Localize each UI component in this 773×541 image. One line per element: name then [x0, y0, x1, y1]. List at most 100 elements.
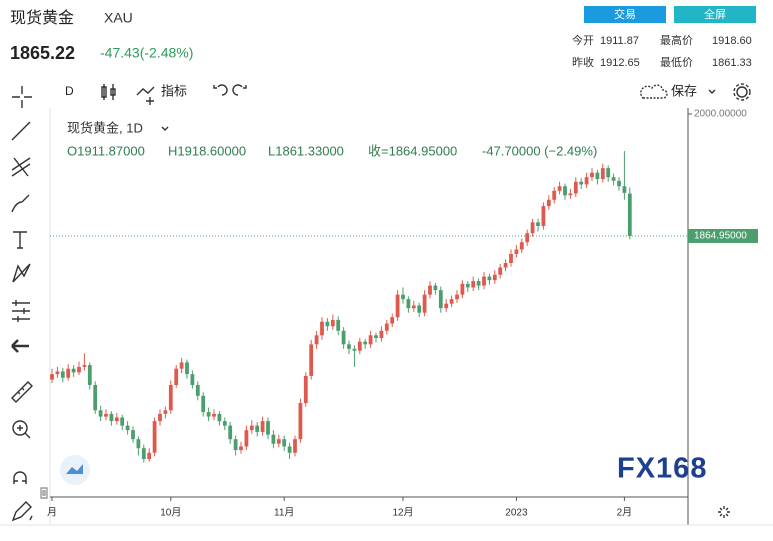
candle-body: [573, 181, 578, 194]
candle-body: [390, 317, 395, 324]
candle-body: [417, 305, 422, 313]
trade-button[interactable]: [584, 6, 666, 23]
fullscreen-button[interactable]: [674, 6, 756, 23]
stat-value: 1912.65: [600, 57, 640, 69]
zoom-tool-plus: [17, 425, 31, 439]
projection-tool[interactable]: [12, 300, 30, 322]
candle-body: [503, 263, 508, 268]
candle-body: [179, 362, 184, 369]
candle-body: [336, 319, 341, 331]
pattern-tool[interactable]: [12, 263, 31, 283]
tool-collapse[interactable]: [40, 487, 48, 499]
candle-body: [66, 368, 71, 378]
candle-body: [444, 303, 449, 309]
axis-settings-icon[interactable]: [718, 506, 730, 518]
candle-body: [357, 341, 362, 351]
fullscreen-button-label[interactable]: 全屏: [704, 7, 726, 21]
candle-body: [71, 368, 76, 373]
x-tick-label: 12月: [392, 507, 413, 519]
candle-body: [401, 294, 405, 300]
candle-body: [595, 172, 600, 180]
candle-body: [482, 276, 486, 286]
watermark: FX168: [617, 453, 707, 485]
candle-body: [530, 222, 535, 234]
pencil-tool[interactable]: [11, 501, 33, 522]
candle-body: [320, 321, 324, 336]
sidebar: [11, 121, 48, 522]
zoom-tool[interactable]: [12, 420, 28, 436]
candle-body: [109, 413, 114, 422]
candle-body: [249, 425, 254, 431]
undo-icon[interactable]: [213, 84, 228, 96]
candle-body: [546, 199, 551, 207]
candle-body: [622, 186, 627, 193]
candle-body: [120, 417, 125, 426]
redo-icon[interactable]: [232, 84, 247, 96]
symbol: XAU: [104, 10, 133, 26]
stat-label: 今开: [572, 33, 594, 47]
candle-body: [449, 299, 454, 304]
candle-body: [617, 180, 621, 187]
candle-body: [158, 413, 162, 422]
ohlc-close: 收=1864.95000: [368, 143, 457, 158]
candle-body: [519, 242, 524, 250]
candle-body: [309, 344, 314, 376]
candle-body: [195, 384, 200, 396]
candle-body: [476, 281, 481, 286]
candle-body: [314, 335, 319, 345]
candle-body: [433, 285, 438, 291]
trendline-tool[interactable]: [11, 121, 31, 141]
candle-body: [422, 294, 427, 313]
candle-body: [131, 430, 135, 440]
toolbar: D 指标 保存: [12, 83, 751, 108]
candle-body: [525, 233, 530, 243]
text-tool[interactable]: [13, 231, 27, 249]
candle-body: [163, 410, 168, 414]
settings-icon-teeth: [733, 83, 751, 101]
back-tool[interactable]: [11, 339, 29, 353]
magnet-tool[interactable]: [13, 471, 27, 484]
indicators[interactable]: 指标: [161, 83, 187, 98]
trade-button-label[interactable]: 交易: [614, 7, 636, 21]
candle-body: [341, 330, 346, 345]
ohlc-high: H1918.60000: [168, 143, 246, 158]
candle-body: [460, 283, 465, 295]
settings-icon[interactable]: [736, 86, 748, 98]
candle-body: [260, 421, 265, 432]
x-tick-label: 月: [47, 507, 57, 519]
candle-body: [228, 425, 233, 440]
interval[interactable]: D: [65, 84, 74, 98]
legend-menu[interactable]: [161, 126, 169, 131]
candle-icon[interactable]: [101, 84, 116, 100]
candle-body: [98, 410, 103, 417]
candle-body: [50, 374, 54, 380]
candle-body: [271, 434, 276, 444]
candle-body: [438, 290, 443, 309]
crosshair-icon[interactable]: [12, 86, 32, 108]
save[interactable]: 保存: [671, 83, 697, 98]
candle-body: [206, 412, 211, 417]
candle-body: [55, 371, 60, 375]
candle-body: [325, 321, 330, 327]
brush-tool[interactable]: [11, 194, 30, 213]
x-tick-label: 2023: [505, 508, 528, 519]
candle-body: [147, 452, 152, 460]
candle-body: [428, 285, 432, 295]
last-price-label: 1864.95000: [694, 231, 747, 242]
candle-body: [465, 283, 470, 288]
cloud-icon[interactable]: [640, 84, 668, 99]
candle-body: [174, 368, 179, 385]
candle-body: [568, 193, 573, 196]
y-tick-label: 2000.00000: [694, 109, 747, 120]
candle-body: [600, 168, 605, 180]
candle-body: [125, 425, 130, 431]
fib-tool[interactable]: [11, 157, 31, 177]
ruler-tool[interactable]: [11, 381, 33, 403]
indicator-icon[interactable]: [136, 86, 155, 105]
candle-body: [255, 425, 260, 432]
candle-body: [492, 274, 497, 281]
save-menu[interactable]: [708, 89, 716, 94]
candle-body: [330, 319, 335, 327]
candle-body: [201, 395, 206, 413]
candle-body: [303, 375, 308, 404]
